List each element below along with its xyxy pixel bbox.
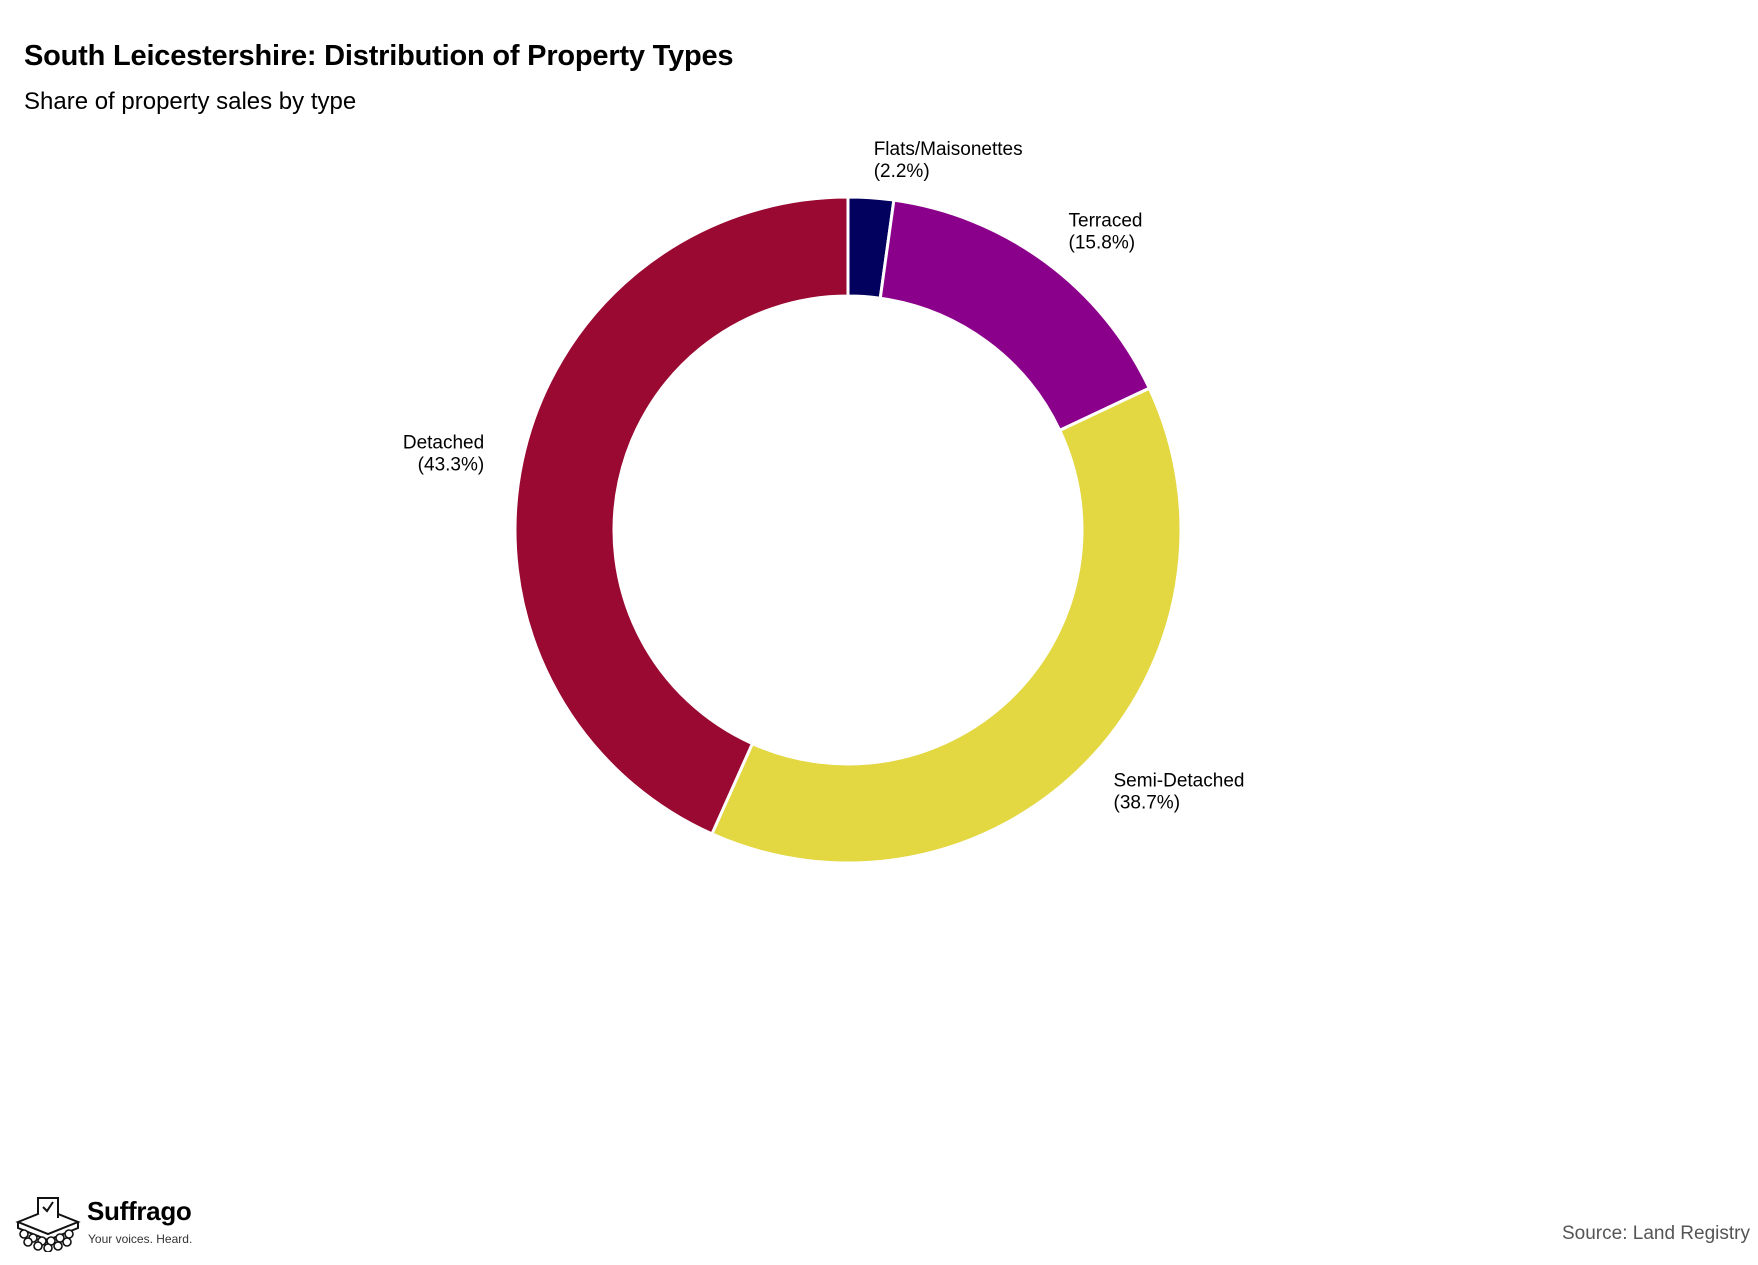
chart-subtitle: Share of property sales by type <box>24 88 357 115</box>
slice-label-detached: Detached (43.3%) <box>403 432 484 475</box>
source-note: Source: Land Registry <box>1562 1223 1750 1244</box>
brand-name: Suffrago <box>87 1196 192 1226</box>
slice-label-semi-detached: Semi-Detached (38.7%) <box>1114 771 1245 814</box>
ballot-box-crowd-icon <box>15 1197 81 1252</box>
slice-labels: Flats/Maisonettes (2.2%) Terraced (15.8%) Se… <box>403 139 1245 814</box>
donut-slices <box>513 195 1183 865</box>
donut-slice-detached <box>513 195 850 836</box>
chart-title: South Leicestershire: Distribution of Pr… <box>24 40 734 72</box>
brand-tagline: Your voices. Heard. <box>88 1232 193 1246</box>
slice-label-terraced: Terraced (15.8%) <box>1069 210 1143 253</box>
donut-slice-semi-detached <box>709 386 1183 865</box>
slice-label-flats-maisonettes: Flats/Maisonettes (2.2%) <box>874 139 1023 182</box>
